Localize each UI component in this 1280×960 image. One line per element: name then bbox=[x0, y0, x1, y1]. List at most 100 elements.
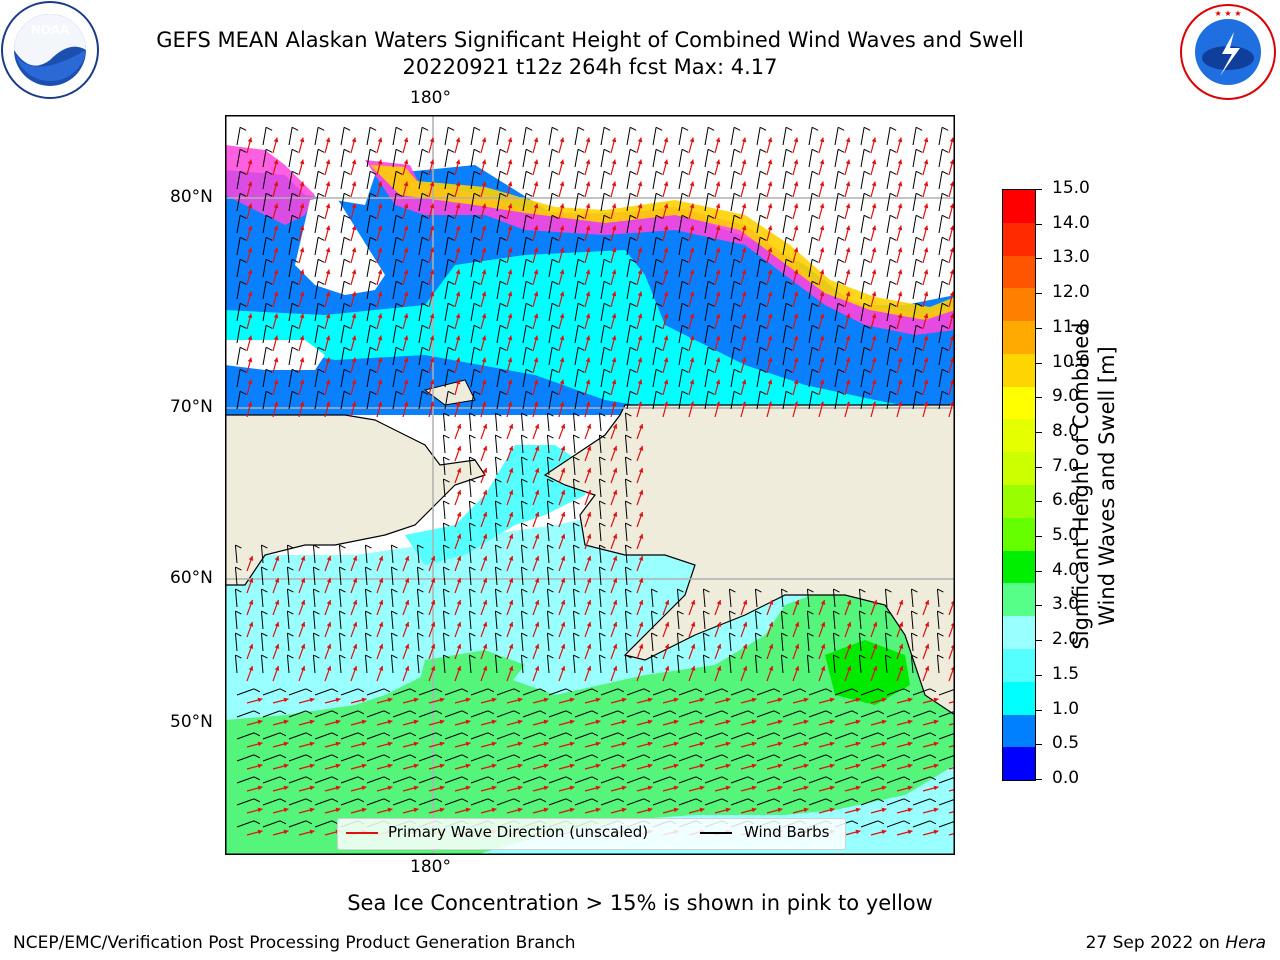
wind-barb-flag bbox=[343, 126, 351, 131]
wind-barb bbox=[494, 523, 498, 542]
wind-barb bbox=[444, 171, 449, 190]
wave-arrow-head bbox=[949, 335, 954, 341]
wave-arrow-head bbox=[777, 763, 783, 769]
wind-barb-flag bbox=[547, 566, 554, 571]
wind-barb bbox=[468, 589, 472, 608]
wind-barb-flag bbox=[473, 302, 481, 307]
wave-arrow-head bbox=[517, 741, 523, 747]
wave-arrow-head bbox=[335, 763, 341, 769]
wind-barb bbox=[312, 611, 316, 630]
wind-barb-flag bbox=[577, 192, 585, 197]
wave-arrow-head bbox=[897, 357, 903, 363]
colorbar-tick-mark bbox=[1036, 536, 1042, 538]
wind-barb bbox=[780, 633, 784, 652]
wind-barb-flag bbox=[409, 688, 417, 693]
wave-arrow-head bbox=[403, 203, 409, 209]
colorbar-tick-mark bbox=[1036, 327, 1042, 329]
wave-arrow-head bbox=[637, 401, 643, 407]
wind-barb bbox=[910, 611, 914, 630]
wind-barb bbox=[314, 776, 333, 784]
colorbar bbox=[1002, 189, 1036, 781]
wind-barb-flag bbox=[603, 192, 611, 197]
wave-arrow-head bbox=[439, 697, 445, 703]
wave-arrow-head bbox=[612, 445, 618, 451]
wind-barb bbox=[390, 545, 394, 564]
wind-barb-flag bbox=[487, 776, 495, 781]
wave-arrow-head bbox=[638, 445, 644, 451]
wave-arrow-head bbox=[517, 807, 523, 813]
colorbar-tick-mark bbox=[1036, 709, 1042, 711]
wind-barb bbox=[546, 545, 550, 564]
wind-barb bbox=[442, 567, 446, 586]
colorbar-tick-label: 11.0 bbox=[1052, 316, 1090, 337]
colorbar-tick-label: 12.0 bbox=[1052, 282, 1090, 303]
wind-barb bbox=[520, 655, 524, 674]
wave-arrow-head bbox=[673, 741, 679, 747]
wind-barb bbox=[730, 732, 749, 740]
wind-barb-flag bbox=[461, 798, 469, 803]
wind-barb-flag bbox=[833, 588, 840, 593]
wind-barb bbox=[782, 710, 801, 718]
wind-barb-flag bbox=[941, 302, 949, 307]
wind-barb-flag bbox=[343, 346, 351, 351]
wind-barb bbox=[598, 457, 602, 476]
wave-arrow-head bbox=[715, 379, 721, 385]
colorbar-tick-label: 2.0 bbox=[1052, 629, 1080, 650]
wind-barb-flag bbox=[473, 170, 481, 175]
wind-barb bbox=[782, 688, 801, 696]
wind-barb-flag bbox=[781, 654, 788, 659]
wind-barb bbox=[470, 369, 475, 388]
wind-barb-flag bbox=[317, 368, 325, 373]
wave-arrow-head bbox=[751, 785, 757, 791]
wave-arrow-head bbox=[299, 401, 305, 407]
wave-arrow-head bbox=[611, 335, 617, 341]
wind-barb-flag bbox=[421, 126, 429, 131]
wind-barb-flag bbox=[279, 798, 287, 803]
wind-barb-flag bbox=[443, 632, 450, 637]
wind-barb bbox=[442, 633, 446, 652]
wind-barb-flag bbox=[851, 798, 859, 803]
wind-barb-flag bbox=[395, 324, 403, 329]
wind-barb-flag bbox=[721, 710, 729, 715]
wave-arrow-head bbox=[377, 379, 383, 385]
wind-barb-flag bbox=[941, 236, 949, 241]
wind-barb-flag bbox=[235, 566, 242, 571]
wave-arrow-head bbox=[845, 225, 851, 231]
wind-barb bbox=[572, 501, 576, 520]
wave-arrow-head bbox=[777, 719, 783, 725]
wind-barb-flag bbox=[625, 522, 632, 527]
wind-barb-flag bbox=[599, 500, 606, 505]
wind-barb bbox=[756, 325, 761, 344]
wind-barb-flag bbox=[435, 688, 443, 693]
wind-barb bbox=[730, 303, 735, 322]
wind-barb-flag bbox=[265, 236, 273, 241]
wave-arrow-head bbox=[637, 225, 643, 231]
wind-barb-flag bbox=[461, 732, 469, 737]
wind-barb bbox=[572, 413, 576, 432]
wind-barb-flag bbox=[551, 214, 559, 219]
wind-barb bbox=[392, 171, 397, 190]
wind-barb-flag bbox=[703, 588, 710, 593]
wind-barb-flag bbox=[669, 754, 677, 759]
wind-barb bbox=[884, 633, 888, 652]
wind-barb-flag bbox=[525, 390, 533, 395]
wind-barb bbox=[288, 732, 307, 740]
wave-arrow-head bbox=[377, 357, 383, 363]
wave-arrow-head bbox=[456, 643, 462, 649]
wave-arrow-head bbox=[300, 643, 306, 649]
wind-barb bbox=[678, 325, 683, 344]
wave-arrow-head bbox=[309, 741, 315, 747]
wind-barb-flag bbox=[421, 324, 429, 329]
wind-barb bbox=[702, 633, 706, 652]
wave-arrow-head bbox=[377, 313, 383, 319]
wind-barb bbox=[624, 545, 628, 564]
wind-barb-flag bbox=[395, 280, 403, 285]
wind-barb bbox=[392, 391, 397, 410]
wind-barb-field bbox=[234, 126, 954, 828]
wave-arrow-head bbox=[533, 379, 539, 385]
wind-barb-flag bbox=[291, 192, 299, 197]
wind-barb-flag bbox=[937, 654, 944, 659]
wind-barb-flag bbox=[417, 632, 424, 637]
wave-arrow-head bbox=[507, 225, 513, 231]
wave-arrow-head bbox=[455, 159, 461, 165]
